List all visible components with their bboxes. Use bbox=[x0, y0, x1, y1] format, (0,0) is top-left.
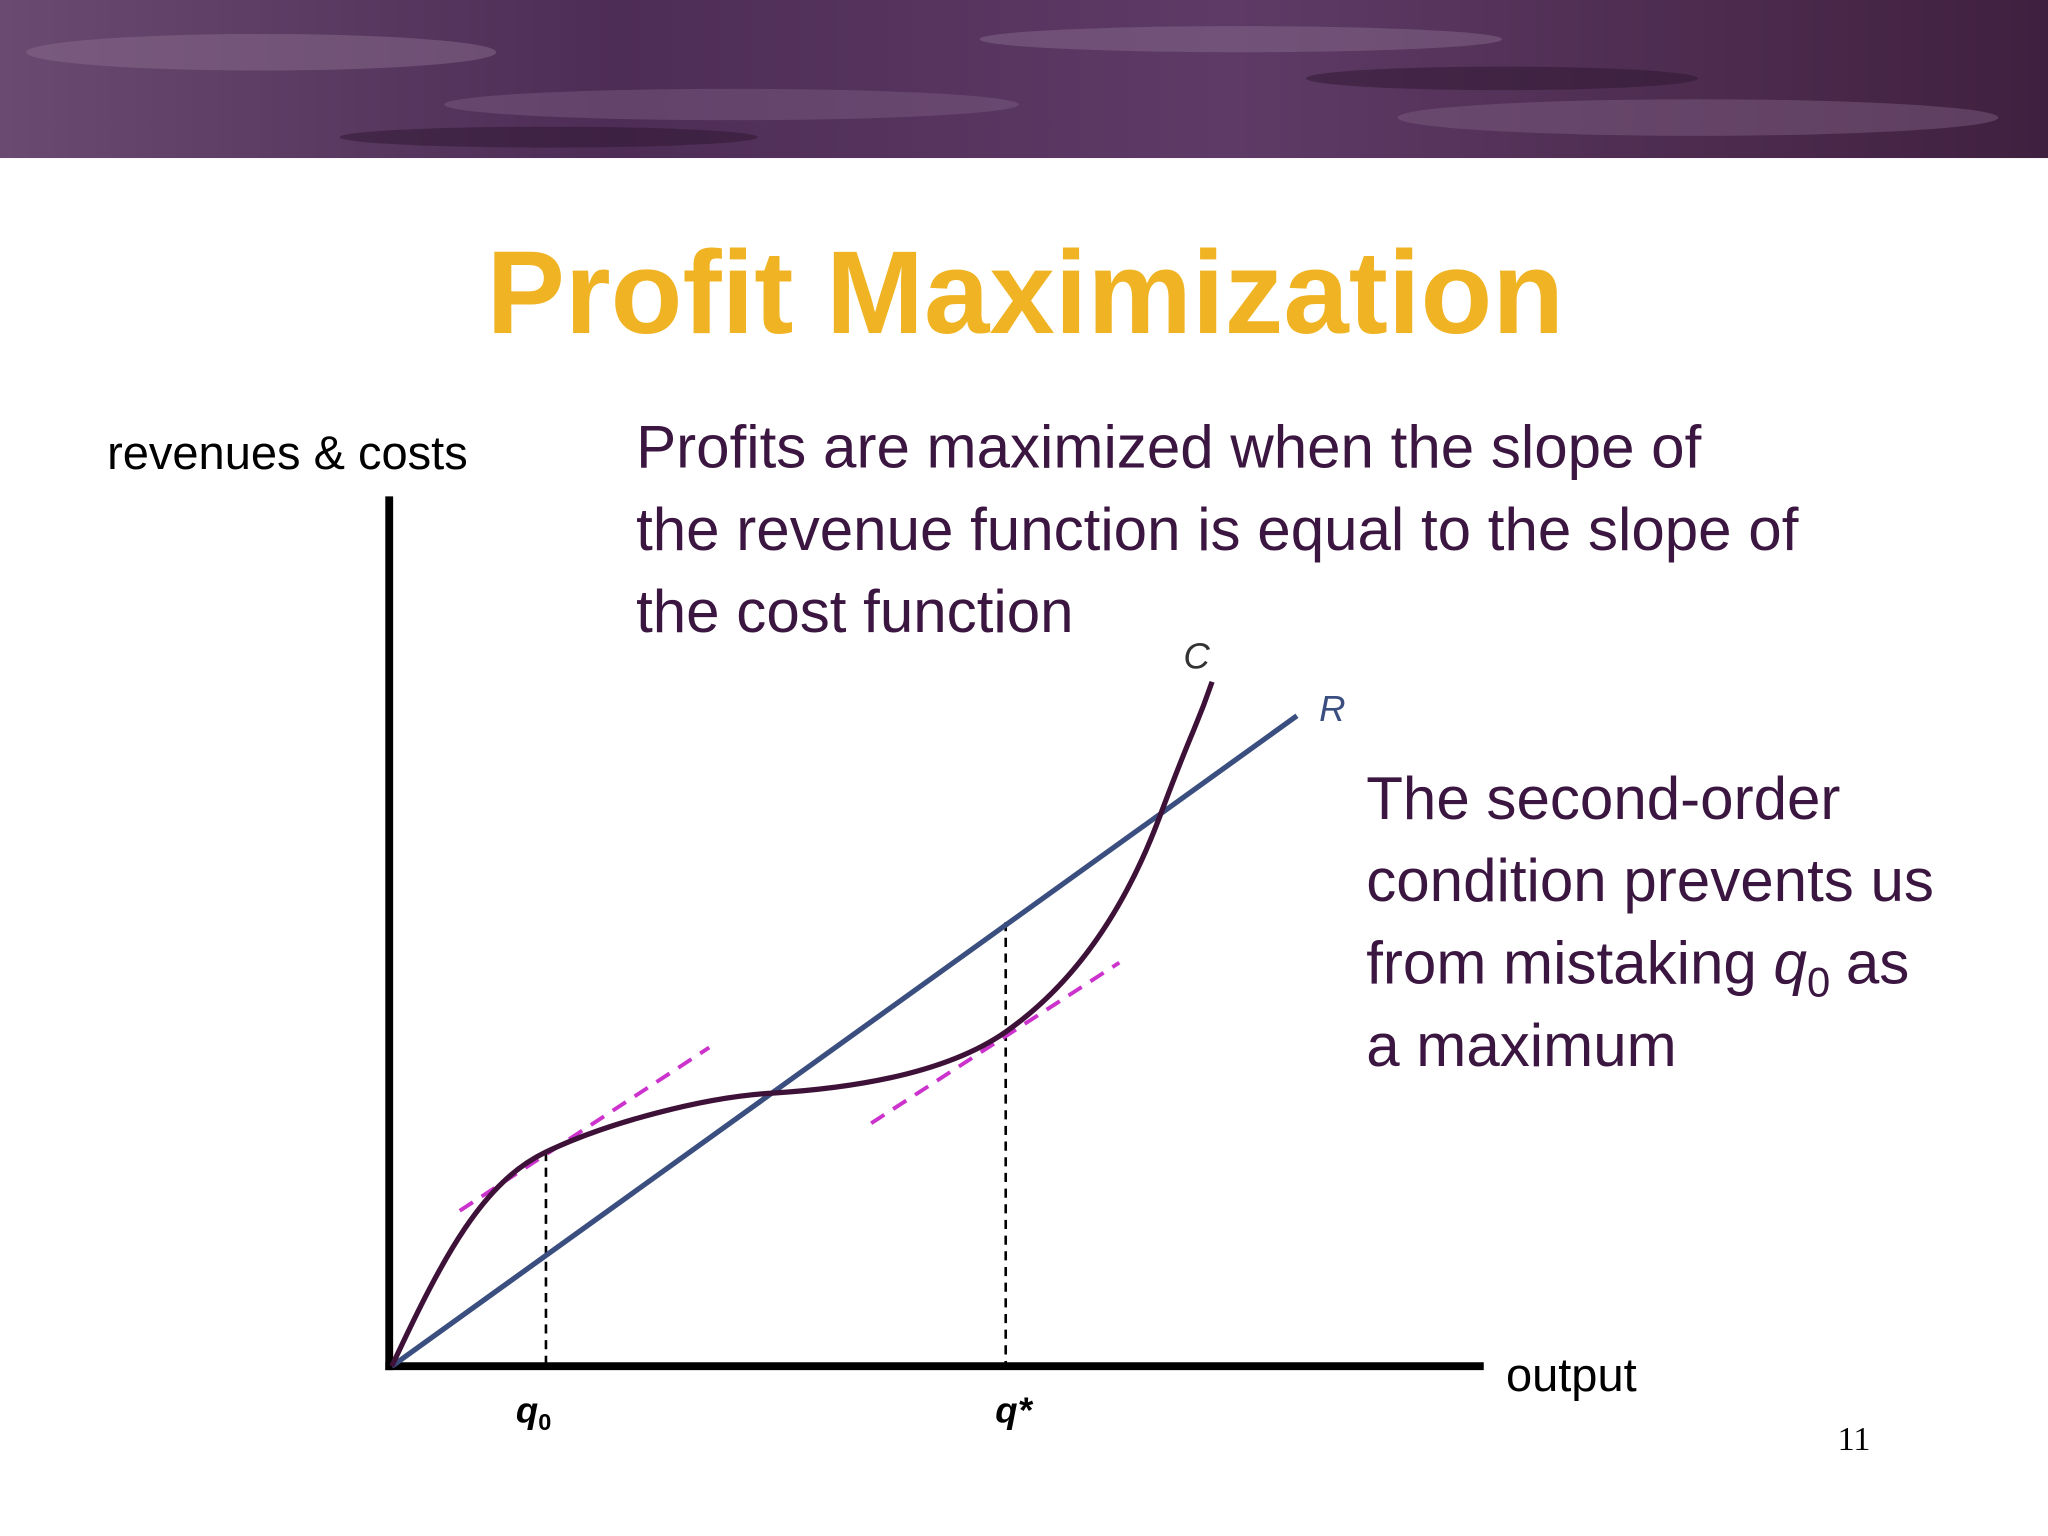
note-line: The second-order bbox=[1366, 765, 1840, 832]
statement-line: the cost function bbox=[636, 578, 1074, 645]
note-line: a maximum bbox=[1366, 1012, 1676, 1079]
header-banner bbox=[0, 0, 2048, 159]
q-symbol: q bbox=[516, 1389, 538, 1430]
note-line: from mistaking q0 as bbox=[1366, 930, 1909, 1006]
statement-line: the revenue function is equal to the slo… bbox=[636, 496, 1799, 563]
cost-label: C bbox=[1183, 636, 1210, 677]
slide-title: Profit Maximization bbox=[487, 227, 1565, 358]
tangent-q0 bbox=[458, 1045, 711, 1213]
qstar-label: q* bbox=[995, 1389, 1033, 1430]
y-axis-label: revenues & costs bbox=[107, 426, 468, 479]
q-subscript: 0 bbox=[538, 1409, 551, 1435]
q-symbol: q bbox=[1774, 930, 1807, 997]
revenue-line bbox=[390, 713, 1299, 1369]
x-axis-label: output bbox=[1506, 1348, 1637, 1401]
q0-label: q0 bbox=[516, 1389, 551, 1435]
q-subscript: 0 bbox=[1807, 959, 1830, 1006]
tangent-qstar bbox=[870, 960, 1121, 1125]
page-number: 11 bbox=[1838, 1421, 1871, 1458]
graph: C R q0 q* output bbox=[385, 496, 1637, 1435]
statement-line: Profits are maximized when the slope of bbox=[636, 414, 1702, 481]
note-line: condition prevents us bbox=[1366, 847, 1934, 914]
note-text: from mistaking bbox=[1366, 930, 1757, 997]
revenue-label: R bbox=[1319, 688, 1345, 729]
note-text: as bbox=[1846, 930, 1909, 997]
cost-curve bbox=[389, 680, 1215, 1368]
